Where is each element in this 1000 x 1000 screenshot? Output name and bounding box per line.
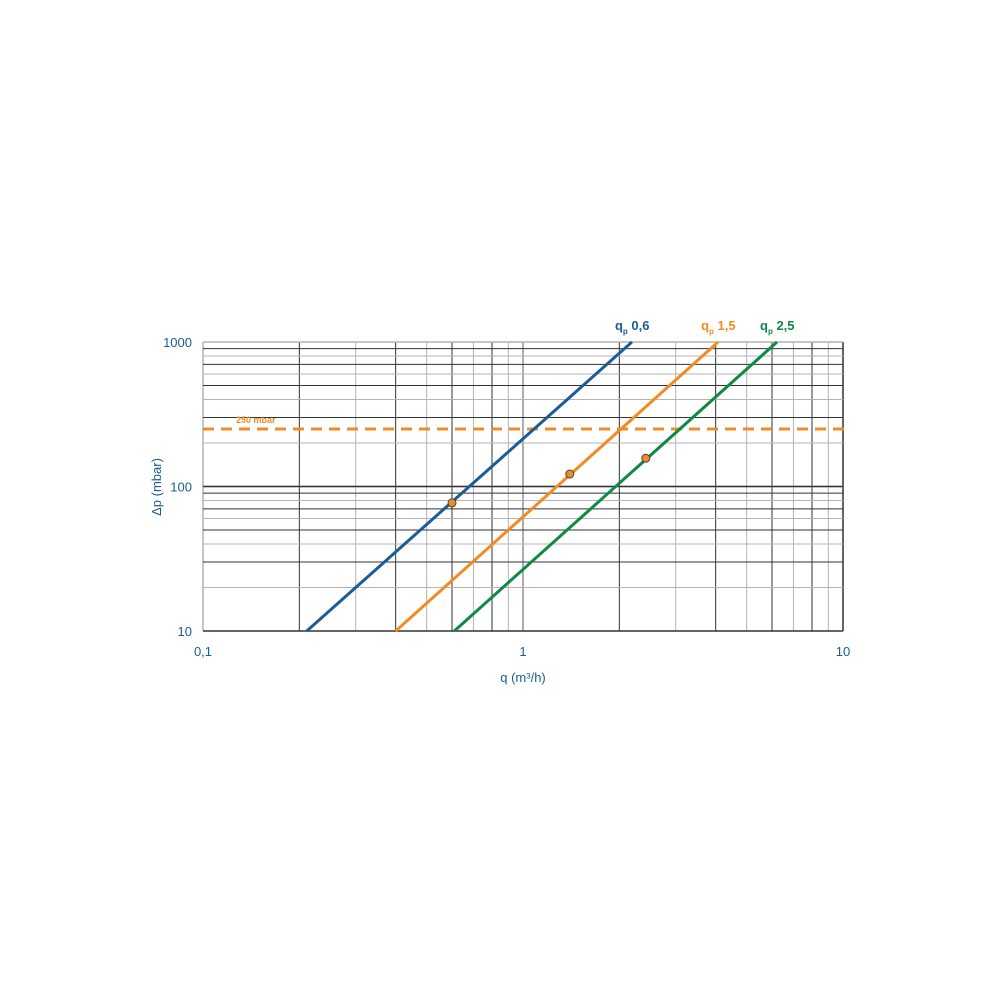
series-label-2: qp 2,5 xyxy=(760,318,795,336)
x-tick-label: 0,1 xyxy=(194,644,212,659)
series-marker-0 xyxy=(447,498,457,508)
grid xyxy=(202,341,844,632)
series-label-0: qp 0,6 xyxy=(615,318,650,336)
y-tick-label: 10 xyxy=(178,624,192,639)
series-marker-1 xyxy=(565,469,575,479)
x-tick-label: 1 xyxy=(519,644,526,659)
y-tick-label: 1000 xyxy=(163,335,192,350)
series-marker-2 xyxy=(641,453,651,463)
reference-line-label: 250 mbar xyxy=(236,415,276,425)
series-line-0 xyxy=(305,340,633,633)
y-tick-label: 100 xyxy=(170,480,192,495)
tick-labels: 0,1 1 10 10 100 1000 xyxy=(163,335,850,659)
x-axis-label: q (m³/h) xyxy=(500,670,546,685)
reference-line-group: 250 mbar xyxy=(203,415,847,431)
series-line-2 xyxy=(453,340,779,633)
y-axis-label: Δp (mbar) xyxy=(149,458,164,516)
series-group: qp 0,6 qp 1,5 qp 2,5 xyxy=(305,318,795,633)
x-tick-label: 10 xyxy=(836,644,850,659)
series-label-1: qp 1,5 xyxy=(701,318,736,336)
series-line-1 xyxy=(394,340,720,633)
